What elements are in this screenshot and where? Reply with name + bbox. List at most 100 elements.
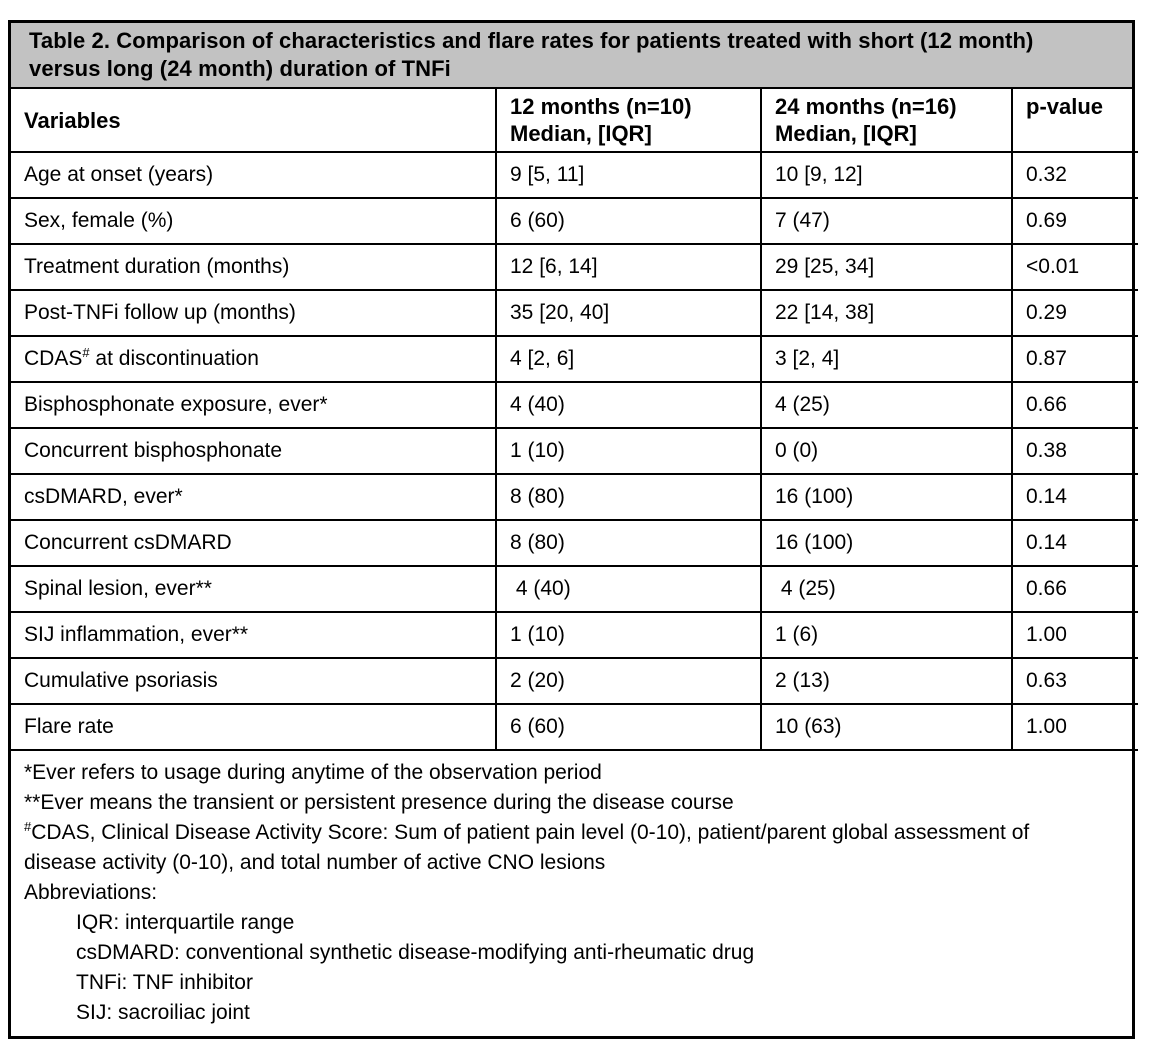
value-24-months-cell: 2 (13) xyxy=(761,658,1013,705)
value-12-months-cell: 4 [2, 6] xyxy=(496,336,762,383)
row-variable-text: csDMARD, ever* xyxy=(24,485,183,508)
p-value-cell: 0.14 xyxy=(1012,520,1138,567)
value-24-months-cell: 1 (6) xyxy=(761,612,1013,659)
col-header-12-months-line1: 12 months (n=10) xyxy=(510,94,692,119)
row-variable-text: Sex, female (%) xyxy=(24,209,174,232)
footnote-line: IQR: interquartile range xyxy=(76,908,1118,938)
row-variable-text: Post-TNFi follow up (months) xyxy=(24,301,296,324)
p-value-cell: 0.66 xyxy=(1012,566,1138,613)
value-12-months-cell: 6 (60) xyxy=(496,198,762,245)
footnote-text: SIJ: sacroiliac joint xyxy=(76,1001,250,1024)
footnote-line: SIJ: sacroiliac joint xyxy=(76,998,1118,1028)
value-24-months-cell: 0 (0) xyxy=(761,428,1013,475)
value-24-months-cell: 29 [25, 34] xyxy=(761,244,1013,291)
col-header-24-months: 24 months (n=16) Median, [IQR] xyxy=(761,89,1013,153)
value-24-months-cell: 16 (100) xyxy=(761,474,1013,521)
table-row: Bisphosphonate exposure, ever* 4 (40) 4 (2… xyxy=(11,382,1138,429)
value-12-months-cell: 4 (40) xyxy=(496,566,762,613)
value-12-months-cell: 12 [6, 14] xyxy=(496,244,762,291)
row-variable-cell: Sex, female (%) xyxy=(11,198,497,245)
footnote-line: Abbreviations: xyxy=(24,878,1118,908)
footnote-text: Abbreviations: xyxy=(24,881,158,904)
value-24-months-cell: 3 [2, 4] xyxy=(761,336,1013,383)
row-variable-cell: Bisphosphonate exposure, ever* xyxy=(11,382,497,429)
table-caption: Table 2. Comparison of characteristics a… xyxy=(11,23,1132,89)
value-24-months-cell: 16 (100) xyxy=(761,520,1013,567)
value-12-months-cell: 8 (80) xyxy=(496,520,762,567)
p-value-cell: 0.66 xyxy=(1012,382,1138,429)
p-value-cell: 0.38 xyxy=(1012,428,1138,475)
p-value-cell: 0.29 xyxy=(1012,290,1138,337)
row-variable-text-rest: at discontinuation xyxy=(89,347,259,370)
value-12-months-cell: 4 (40) xyxy=(496,382,762,429)
row-variable-text: Cumulative psoriasis xyxy=(24,669,218,692)
col-header-p-value: p-value xyxy=(1012,89,1138,153)
value-12-months-cell: 2 (20) xyxy=(496,658,762,705)
table-row: Age at onset (years) 9 [5, 11] 10 [9, 12] 0… xyxy=(11,152,1138,199)
footnote-line: *Ever refers to usage during anytime of … xyxy=(24,758,1118,788)
row-variable-text: Concurrent bisphosphonate xyxy=(24,439,283,462)
value-12-months-cell: 6 (60) xyxy=(496,704,762,751)
p-value-cell: 0.32 xyxy=(1012,152,1138,199)
row-variable-cell: Flare rate xyxy=(11,704,497,751)
row-variable-cell: Concurrent csDMARD xyxy=(11,520,497,567)
row-variable-cell: CDAS# at discontinuation xyxy=(11,336,497,383)
row-variable-text: Treatment duration (months) xyxy=(24,255,290,278)
value-24-months-cell: 10 [9, 12] xyxy=(761,152,1013,199)
data-table: Variables 12 months (n=10) Median, [IQR]… xyxy=(11,89,1138,751)
row-variable-text: Bisphosphonate exposure, ever* xyxy=(24,393,328,416)
footnotes-section: *Ever refers to usage during anytime of … xyxy=(11,751,1132,1036)
p-value-cell: 1.00 xyxy=(1012,704,1138,751)
footnote-text: TNFi: TNF inhibitor xyxy=(76,971,253,994)
value-24-months-cell: 4 (25) xyxy=(761,566,1013,613)
row-variable-cell: Age at onset (years) xyxy=(11,152,497,199)
p-value-cell: <0.01 xyxy=(1012,244,1138,291)
row-variable-cell: Spinal lesion, ever** xyxy=(11,566,497,613)
p-value-cell: 0.14 xyxy=(1012,474,1138,521)
footnote-line: csDMARD: conventional synthetic disease-… xyxy=(76,938,1118,968)
value-12-months-cell: 8 (80) xyxy=(496,474,762,521)
footnote-text: IQR: interquartile range xyxy=(76,911,295,934)
value-24-months-cell: 22 [14, 38] xyxy=(761,290,1013,337)
col-header-variables: Variables xyxy=(11,89,497,153)
row-variable-text: Age at onset (years) xyxy=(24,163,214,186)
table-row: Spinal lesion, ever** 4 (40) 4 (25) 0.66 xyxy=(11,566,1138,613)
row-variable-text: Flare rate xyxy=(24,715,114,738)
value-12-months-cell: 1 (10) xyxy=(496,612,762,659)
col-header-12-months: 12 months (n=10) Median, [IQR] xyxy=(496,89,762,153)
col-header-12-months-line2: Median, [IQR] xyxy=(510,121,652,146)
header-row: Variables 12 months (n=10) Median, [IQR]… xyxy=(11,89,1138,153)
footnote-line: **Ever means the transient or persistent… xyxy=(24,788,1118,818)
col-header-p-value-label: p-value xyxy=(1026,94,1104,119)
value-24-months-cell: 10 (63) xyxy=(761,704,1013,751)
table-row: Sex, female (%) 6 (60) 7 (47) 0.69 xyxy=(11,198,1138,245)
table-2-container: Table 2. Comparison of characteristics a… xyxy=(8,20,1138,1039)
row-variable-text: SIJ inflammation, ever** xyxy=(24,623,249,646)
superscript-marker: # xyxy=(24,819,32,834)
superscript-marker: # xyxy=(82,345,90,360)
row-variable-cell: csDMARD, ever* xyxy=(11,474,497,521)
row-variable-text: Concurrent csDMARD xyxy=(24,531,232,554)
p-value-cell: 1.00 xyxy=(1012,612,1138,659)
col-header-24-months-line2: Median, [IQR] xyxy=(775,121,917,146)
row-variable-text: Spinal lesion, ever** xyxy=(24,577,212,600)
table-body: Age at onset (years) 9 [5, 11] 10 [9, 12] 0… xyxy=(11,152,1138,751)
table-row: Post-TNFi follow up (months) 35 [20, 40] 2… xyxy=(11,290,1138,337)
row-variable-cell: Post-TNFi follow up (months) xyxy=(11,290,497,337)
row-variable-cell: SIJ inflammation, ever** xyxy=(11,612,497,659)
row-variable-cell: Cumulative psoriasis xyxy=(11,658,497,705)
col-header-24-months-line1: 24 months (n=16) xyxy=(775,94,957,119)
p-value-cell: 0.63 xyxy=(1012,658,1138,705)
footnote-line: #CDAS, Clinical Disease Activity Score: … xyxy=(24,818,1118,878)
table-row: Cumulative psoriasis 2 (20) 2 (13) 0.63 xyxy=(11,658,1138,705)
footnote-text: *Ever refers to usage during anytime of … xyxy=(24,761,602,784)
value-12-months-cell: 1 (10) xyxy=(496,428,762,475)
row-variable-text: CDAS xyxy=(24,347,83,370)
row-variable-cell: Treatment duration (months) xyxy=(11,244,497,291)
table-row: Concurrent csDMARD 8 (80) 16 (100) 0.14 xyxy=(11,520,1138,567)
p-value-cell: 0.87 xyxy=(1012,336,1138,383)
value-12-months-cell: 35 [20, 40] xyxy=(496,290,762,337)
p-value-cell: 0.69 xyxy=(1012,198,1138,245)
table-row: CDAS# at discontinuation 4 [2, 6] 3 [2, 4]… xyxy=(11,336,1138,383)
